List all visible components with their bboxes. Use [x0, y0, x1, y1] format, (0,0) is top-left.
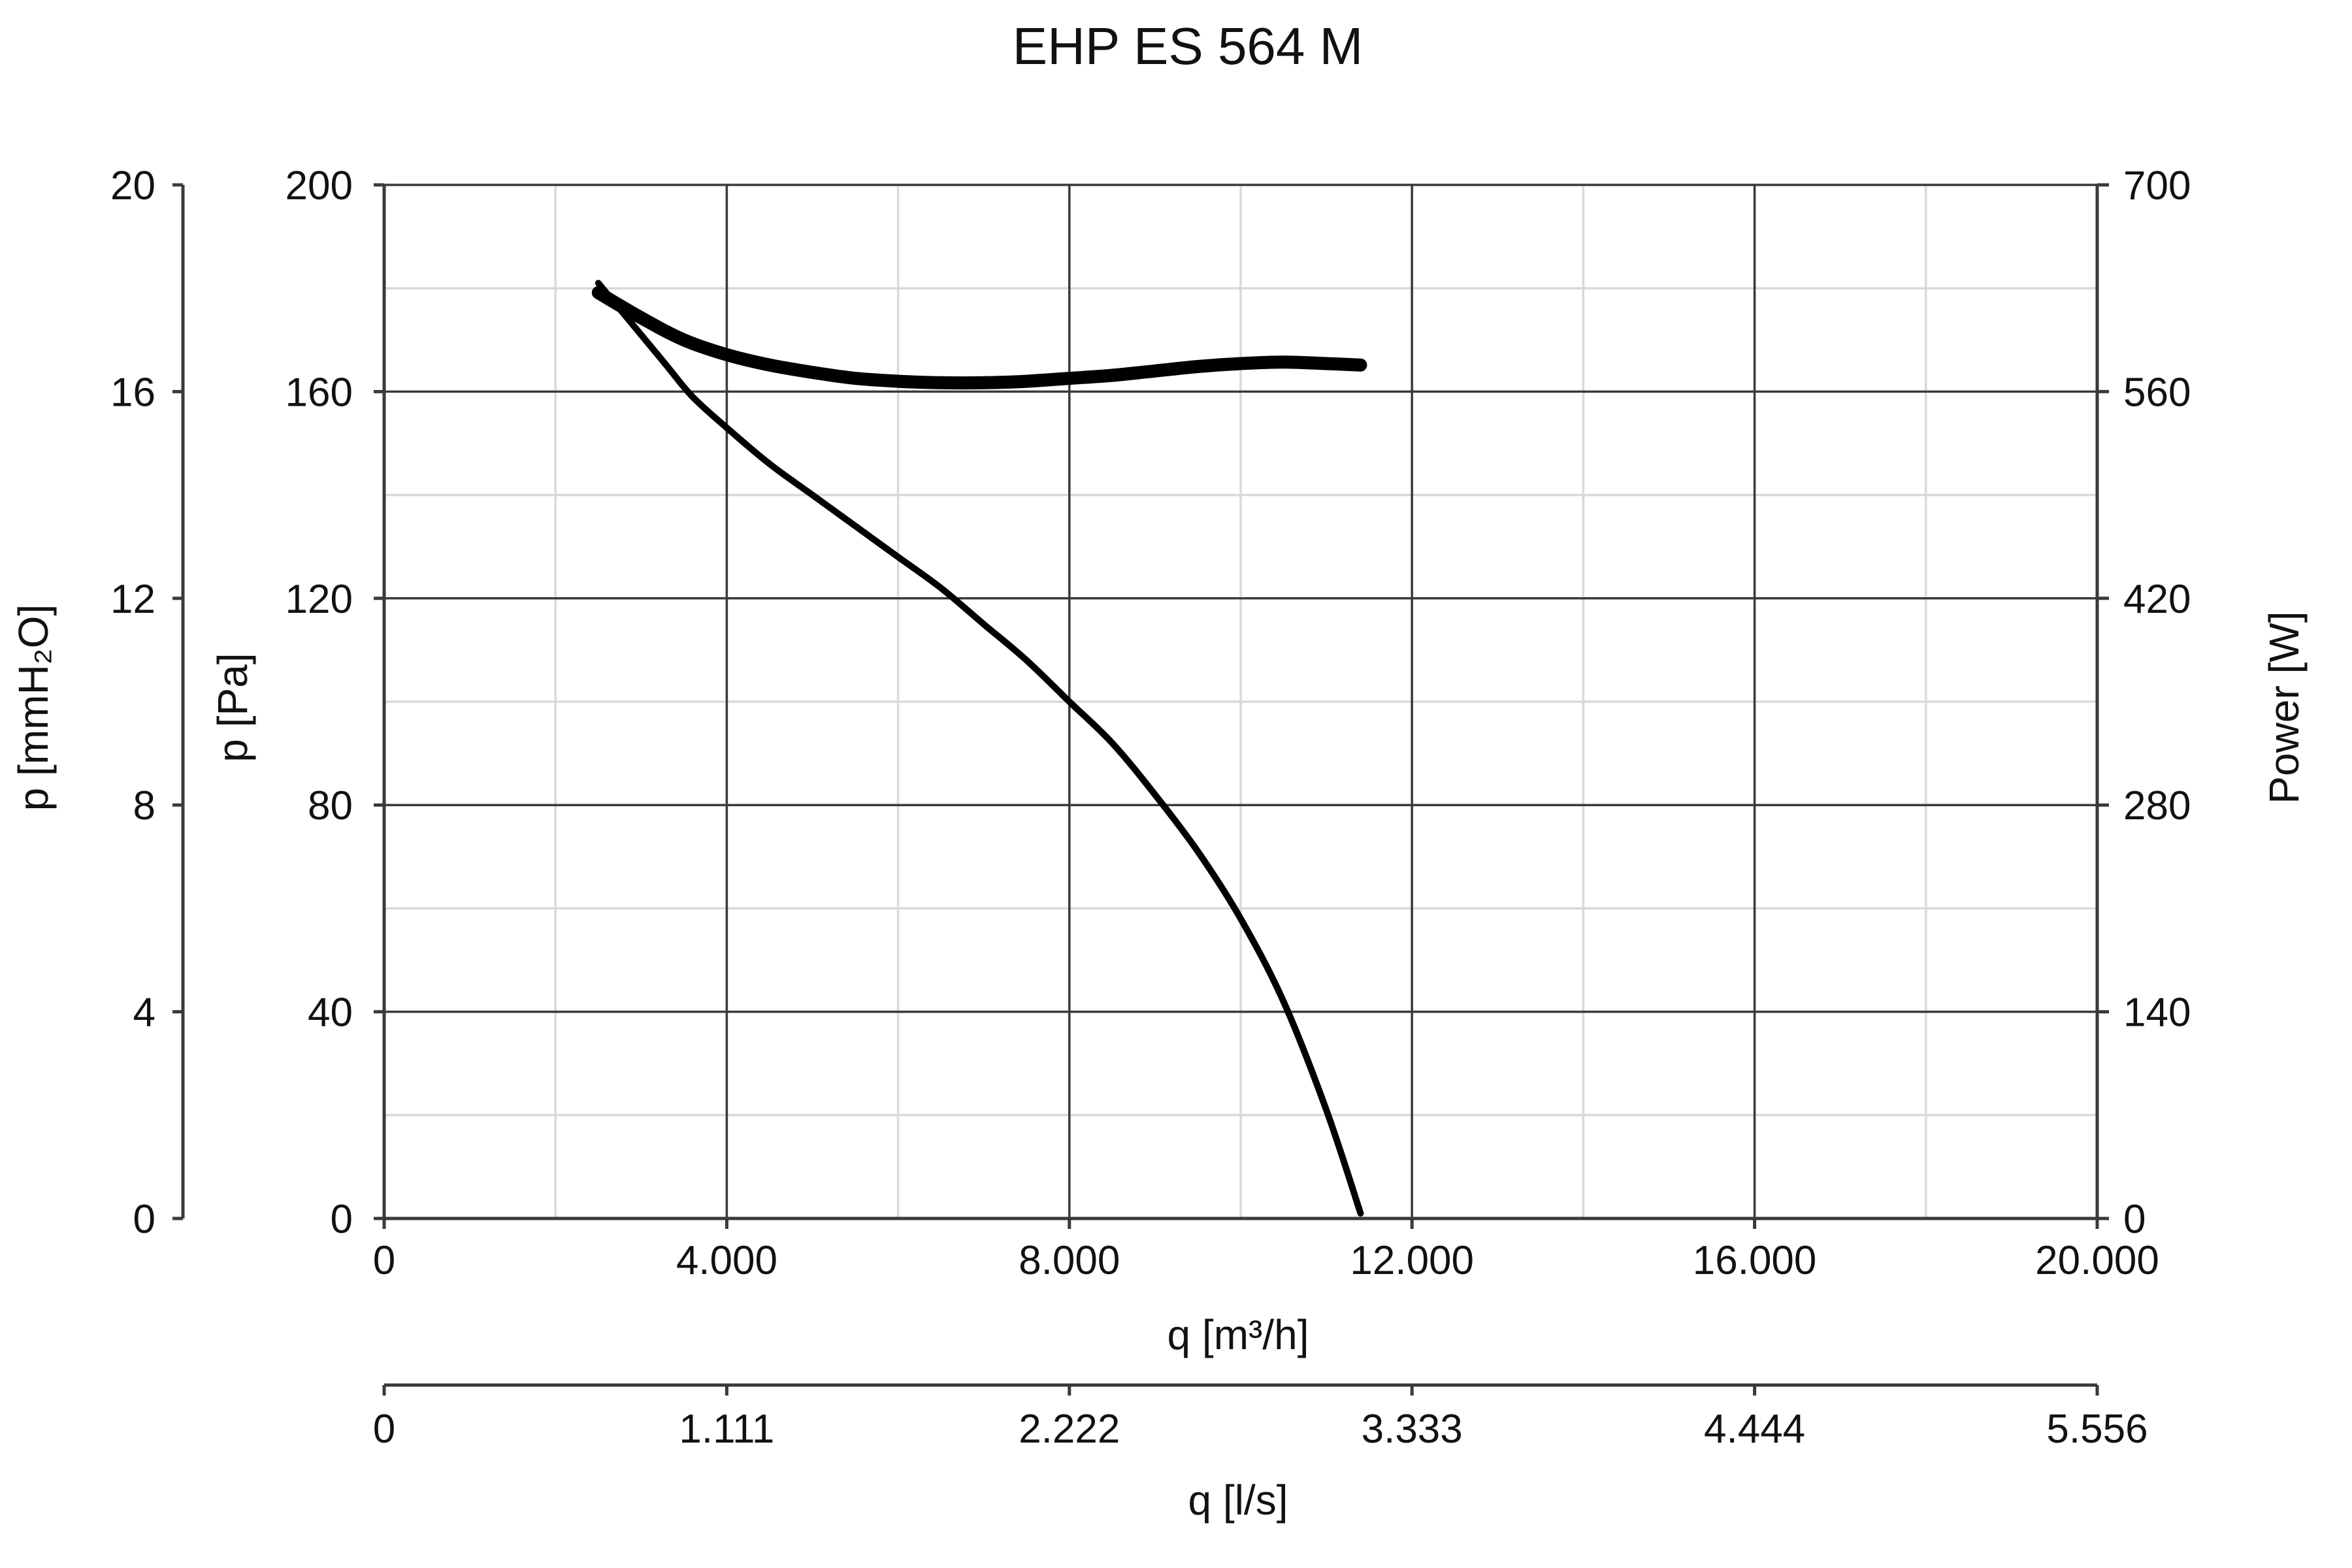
pressure-y-tick-labels: 0 40 80 120 160 200 [286, 163, 353, 1242]
pressure-y-tick-label: 80 [308, 783, 353, 828]
mmh2o-y-tick-label: 0 [133, 1197, 155, 1242]
secondary-x-axis-label: q [l/s] [1188, 1477, 1288, 1524]
power-curve [591, 286, 1367, 390]
mmh2o-y-tick-labels: 0 4 8 12 16 20 [110, 163, 155, 1242]
mmh2o-y-tick-label: 8 [133, 783, 155, 828]
secondary-x-tick-label: 2.222 [1019, 1407, 1120, 1452]
mmh2o-y-tick-label: 12 [110, 577, 155, 622]
x-axis-label: q [m³/h] [1168, 1311, 1309, 1358]
pressure-y-tick-label: 160 [286, 370, 353, 415]
pressure-curve [595, 280, 1364, 1217]
chart-title: EHP ES 564 M [1013, 17, 1364, 75]
secondary-x-tick-label: 3.333 [1362, 1407, 1463, 1452]
pressure-y-tick-label: 0 [331, 1197, 353, 1242]
mmh2o-y-tick-label: 20 [110, 163, 155, 208]
x-tick-label: 12.000 [1350, 1238, 1474, 1283]
power-y-tick-labels: 0 140 280 420 560 700 [2123, 163, 2191, 1242]
secondary-x-tick-label: 0 [373, 1407, 395, 1452]
x-tick-label: 20.000 [2035, 1238, 2159, 1283]
x-tick-label: 16.000 [1693, 1238, 1817, 1283]
mmh2o-y-tick-label: 16 [110, 370, 155, 415]
secondary-x-tick-label: 4.444 [1704, 1407, 1805, 1452]
power-y-tick-label: 560 [2123, 370, 2191, 415]
x-tick-label: 4.000 [676, 1238, 777, 1283]
mmh2o-y-tick-label: 4 [133, 990, 155, 1036]
x-tick-labels: 0 4.000 8.000 12.000 16.000 20.000 [373, 1238, 2159, 1283]
power-y-tick-label: 700 [2123, 163, 2191, 208]
power-y-tick-label: 420 [2123, 577, 2191, 622]
secondary-x-tick-label: 1.111 [679, 1407, 774, 1452]
pressure-y-tick-label: 40 [308, 990, 353, 1036]
x-tick-label: 0 [373, 1238, 395, 1283]
power-y-tick-label: 140 [2123, 990, 2191, 1036]
minor-gridlines [384, 185, 2097, 1218]
secondary-x-tick-label: 5.556 [2046, 1407, 2148, 1452]
tick-marks [172, 183, 2109, 1396]
pressure-y-axis-label: p [Pa] [209, 653, 256, 762]
x-tick-label: 8.000 [1019, 1238, 1120, 1283]
power-y-tick-label: 0 [2123, 1197, 2146, 1242]
pressure-y-tick-label: 120 [286, 577, 353, 622]
power-y-tick-label: 280 [2123, 783, 2191, 828]
mmh2o-y-axis-label: p [mmH₂O] [10, 604, 57, 811]
secondary-x-tick-labels: 0 1.111 2.222 3.333 4.444 5.556 [373, 1407, 2148, 1452]
pressure-y-tick-label: 200 [286, 163, 353, 208]
power-y-axis-label: Power [W] [2261, 611, 2308, 804]
